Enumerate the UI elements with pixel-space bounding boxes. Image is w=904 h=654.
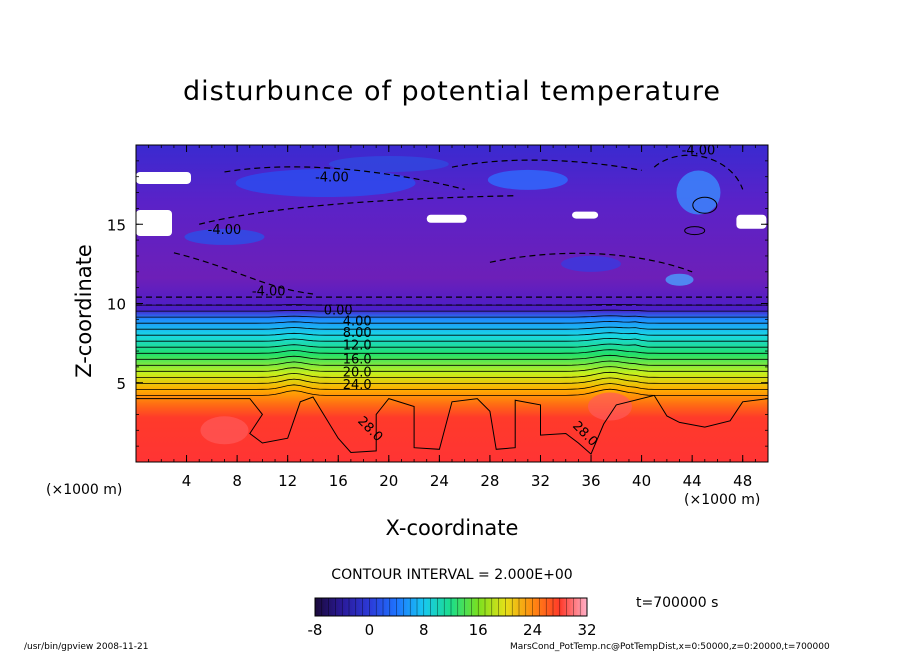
contour-label: 12.0 [343, 338, 372, 353]
x-tick-label: 12 [278, 472, 297, 490]
warm-patch [200, 416, 249, 445]
cold-patch [184, 228, 265, 245]
colorbar-tick-label: 32 [577, 621, 596, 639]
contour-negative [653, 154, 744, 190]
contour-line [135, 320, 768, 324]
colorbar-tick-label: 8 [419, 621, 429, 639]
contour-label: -4.00 [682, 144, 716, 159]
contour-label: -4.00 [208, 223, 242, 238]
x-tick-label: 16 [329, 472, 348, 490]
y-tick-label: 5 [116, 375, 126, 393]
contour-label: 8.00 [343, 326, 372, 341]
field-background [136, 145, 768, 462]
contour-label: 24.0 [343, 378, 372, 393]
contour-negative [451, 159, 642, 171]
colorbar-tick-label: -8 [308, 621, 323, 639]
missing-patch [572, 211, 599, 219]
contour-closed [692, 196, 718, 214]
contour-line [136, 332, 768, 336]
y-tick-label: 15 [107, 216, 126, 234]
missing-patch [136, 171, 191, 184]
contour-interval-label: CONTOUR INTERVAL = 2.000E+00 [331, 567, 573, 583]
x-axis-label: X-coordinate [385, 516, 519, 540]
warm-patch [588, 392, 632, 421]
x-tick-label: 4 [182, 472, 192, 490]
contour-line [135, 366, 768, 372]
contour-line [135, 326, 768, 330]
colorbar-tick-label: 0 [365, 621, 375, 639]
contour-closed [684, 226, 706, 236]
missing-patch [136, 209, 172, 236]
contour-label: -4.00 [315, 170, 349, 185]
contour-layer [135, 154, 769, 455]
contour-line [135, 343, 768, 348]
chart-title: disturbunce of potential temperature [183, 76, 721, 107]
contour-line [135, 349, 768, 354]
contour-line [135, 383, 768, 390]
cold-patch [328, 156, 449, 173]
cold-patch [665, 273, 694, 286]
cold-patch [676, 170, 721, 215]
y-axis-unit: (×1000 m) [46, 482, 123, 498]
footer-source: MarsCond_PotTemp.nc@PotTempDist,x=0:5000… [510, 642, 830, 652]
contour-line [135, 371, 768, 378]
contour-line [135, 377, 768, 384]
x-tick-label: 32 [531, 472, 550, 490]
colorbar-frame [314, 597, 588, 617]
contour-negative [489, 252, 693, 273]
contour-negative [224, 166, 465, 190]
x-tick-label: 28 [480, 472, 499, 490]
footer-program: /usr/bin/gpview 2008-11-21 [24, 642, 149, 652]
x-tick-label: 44 [683, 472, 702, 490]
missing-patch [426, 214, 467, 223]
y-tick-label: 10 [107, 296, 126, 314]
x-tick-label: 8 [232, 472, 242, 490]
cold-patch [487, 169, 568, 190]
contour-line [135, 315, 768, 318]
contour-label: -4.00 [252, 285, 286, 300]
x-axis-unit: (×1000 m) [684, 492, 761, 508]
contour-line [135, 354, 768, 360]
x-tick-label: 48 [733, 472, 752, 490]
contour-line [135, 309, 768, 312]
time-label: t=700000 s [636, 595, 719, 611]
colorbar-tick-label: 16 [469, 621, 488, 639]
x-tick-label: 40 [632, 472, 651, 490]
x-tick-label: 36 [581, 472, 600, 490]
x-tick-label: 24 [430, 472, 449, 490]
contour-28 [136, 394, 769, 455]
field-layer [136, 145, 768, 462]
contour-line [135, 337, 768, 342]
missing-patch [736, 214, 767, 229]
colorbar-tick-label: 24 [523, 621, 542, 639]
contour-label: 4.00 [343, 315, 372, 330]
contour-negative [173, 252, 314, 295]
contour-line [135, 360, 768, 366]
colorbar: -8 0 8 16 24 32 [308, 597, 597, 639]
x-tick-label: 20 [379, 472, 398, 490]
contour-label: 20.0 [343, 365, 372, 380]
contour-negative [199, 195, 516, 225]
cold-patch [561, 255, 622, 272]
contour-line [135, 388, 768, 396]
cold-patch [235, 169, 416, 198]
y-axis-label: Z-coordinate [72, 244, 96, 378]
contour-label: 0.00 [324, 304, 353, 319]
contour-label: 16.0 [343, 353, 372, 368]
